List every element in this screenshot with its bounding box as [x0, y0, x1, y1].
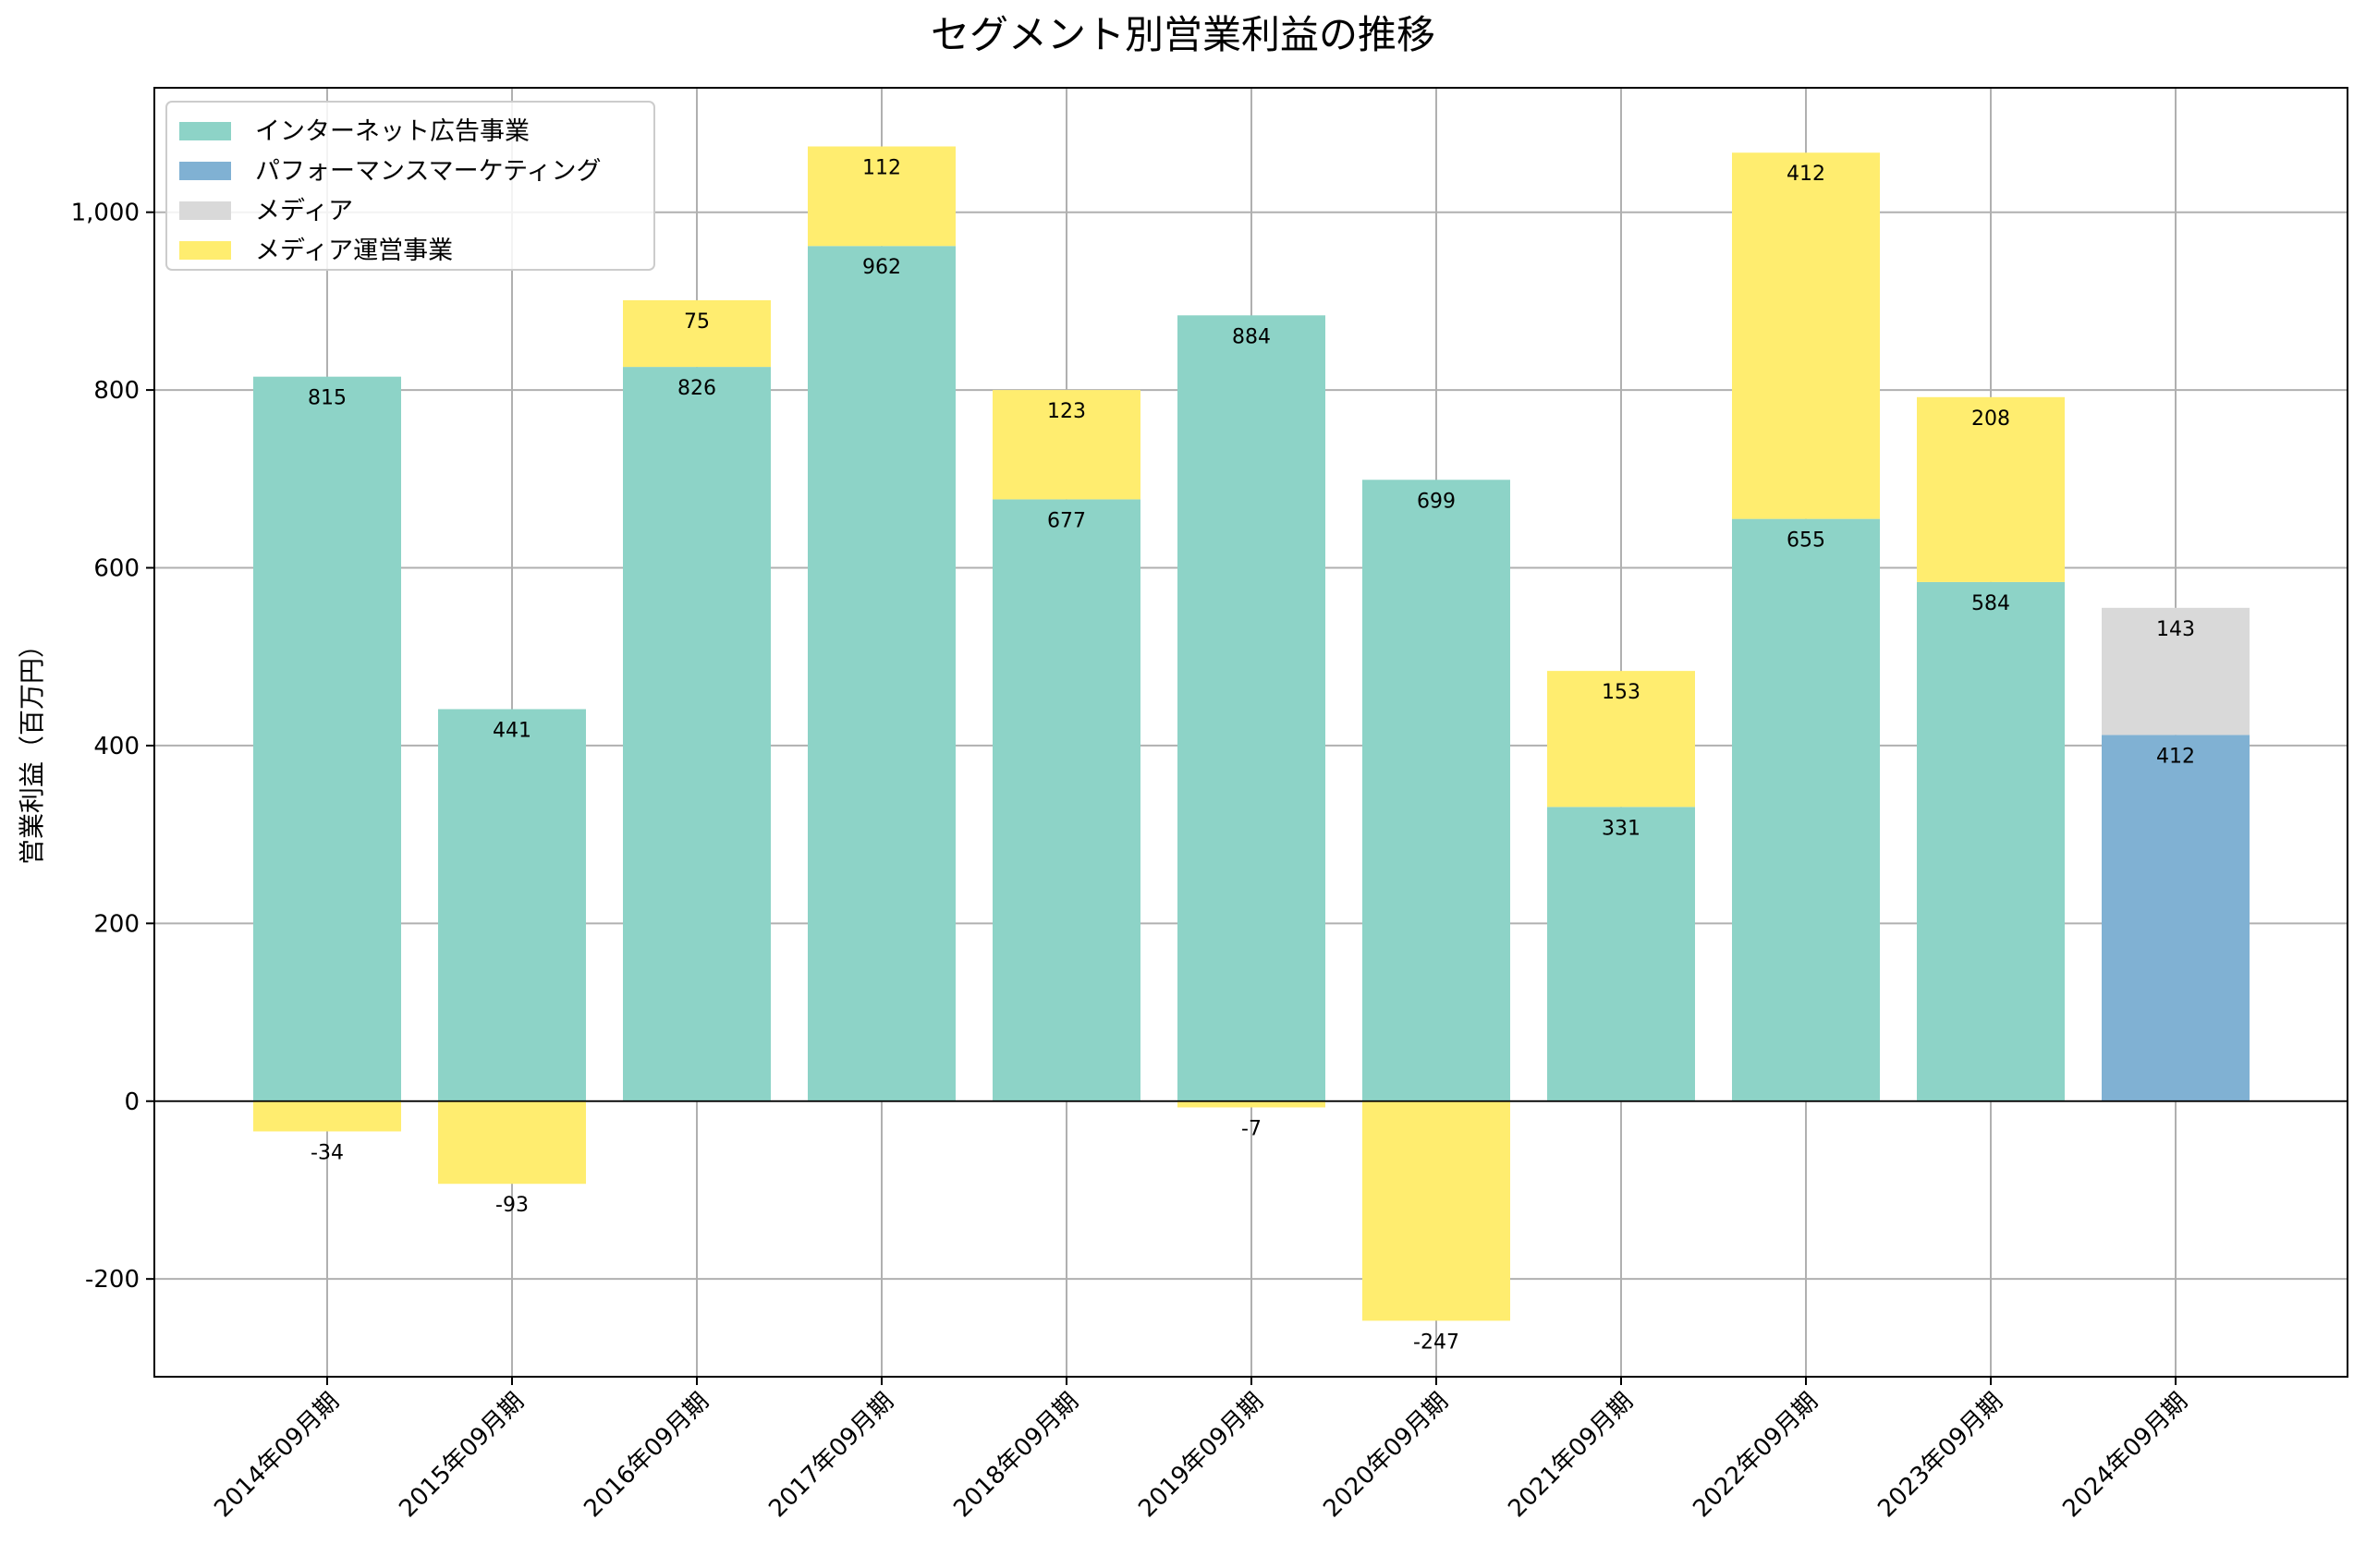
legend-label: メディア — [255, 197, 353, 225]
y-tick-label: 0 — [124, 1088, 140, 1116]
bar-segment — [2102, 607, 2250, 735]
bar-segment — [623, 299, 771, 368]
bar-value-label: 75 — [684, 310, 710, 334]
bar-segment — [1362, 1100, 1510, 1321]
bar-value-label: 123 — [1047, 400, 1086, 423]
bar-segment — [808, 146, 956, 247]
y-tick-label: 600 — [93, 555, 140, 583]
bar-value-label: 584 — [1971, 592, 2010, 615]
bar-value-label: 699 — [1417, 490, 1456, 513]
legend-swatch — [179, 162, 231, 180]
x-tick-label: 2024年09月期 — [2057, 1388, 2193, 1524]
bar-segment — [1177, 315, 1325, 1101]
bar-value-label: 677 — [1047, 509, 1086, 532]
x-tick-label: 2023年09月期 — [1872, 1388, 2008, 1524]
bar-segment — [993, 499, 1140, 1101]
legend-box — [165, 101, 655, 271]
bar-value-label: -93 — [495, 1194, 529, 1217]
y-tick-label: 400 — [93, 733, 140, 760]
bar-segment — [438, 1100, 586, 1185]
bars — [253, 146, 2250, 1321]
bar-value-label: -34 — [311, 1141, 344, 1164]
bar-segment — [623, 367, 771, 1101]
y-tick-label: 200 — [93, 910, 140, 938]
x-tick-label: 2015年09月期 — [394, 1388, 530, 1524]
bar-value-label: 441 — [493, 719, 531, 742]
bar-value-label: 815 — [308, 387, 347, 410]
legend-label: パフォーマンスマーケティング — [255, 157, 602, 186]
bar-labels: 815 441 826 962 677 884 699 331 655 584 412 143 -34 -… — [308, 156, 2195, 1354]
bar-segment — [1732, 152, 1880, 519]
y-tick-label: 800 — [93, 377, 140, 405]
bar-value-label: 208 — [1971, 407, 2010, 431]
bar-segment — [253, 376, 401, 1101]
bar-segment — [2102, 735, 2250, 1101]
x-tick-label: 2019年09月期 — [1133, 1388, 1269, 1524]
bar-value-label: 826 — [677, 377, 716, 400]
bar-segment — [1547, 807, 1695, 1101]
bar-segment — [438, 709, 586, 1101]
x-tick-label: 2018年09月期 — [948, 1388, 1084, 1524]
legend-label: インターネット広告事業 — [255, 117, 530, 146]
bar-segment — [1917, 396, 2065, 582]
x-tick-label: 2020年09月期 — [1318, 1388, 1454, 1524]
bar-value-label: 962 — [862, 256, 901, 279]
bar-segment — [1917, 581, 2065, 1101]
chart-title: セグメント別営業利益の推移 — [931, 12, 1435, 57]
bar-value-label: 412 — [2156, 745, 2195, 768]
bar-segment — [1362, 480, 1510, 1101]
bar-value-label: 655 — [1787, 529, 1825, 553]
x-tick-label: 2022年09月期 — [1688, 1388, 1823, 1524]
legend-swatch — [179, 201, 231, 220]
bar-segment — [1547, 671, 1695, 808]
legend-label: メディア運営事業 — [255, 237, 453, 265]
legend-swatch — [179, 122, 231, 140]
x-tick-label: 2021年09月期 — [1503, 1388, 1639, 1524]
bar-value-label: 884 — [1232, 325, 1271, 348]
bar-segment — [1177, 1100, 1325, 1108]
bar-value-label: -247 — [1413, 1331, 1459, 1354]
legend-swatch — [179, 241, 231, 260]
bar-segment — [1732, 518, 1880, 1101]
y-tick-label: -200 — [85, 1266, 140, 1294]
x-tick-label: 2017年09月期 — [763, 1388, 899, 1524]
x-tick-label: 2016年09月期 — [579, 1388, 714, 1524]
bar-value-label: 153 — [1602, 681, 1640, 704]
y-axis-label: 営業利益（百万円） — [17, 632, 47, 865]
bar-value-label: 412 — [1787, 163, 1825, 186]
x-tick-label: 2014年09月期 — [209, 1388, 345, 1524]
bar-value-label: -7 — [1241, 1117, 1262, 1140]
bar-segment — [808, 246, 956, 1101]
bar-segment — [253, 1100, 401, 1132]
y-tick-label: 1,000 — [71, 200, 140, 227]
bar-value-label: 112 — [862, 156, 901, 179]
bar-value-label: 331 — [1602, 817, 1640, 840]
bar-value-label: 143 — [2156, 618, 2195, 641]
bar-segment — [993, 390, 1140, 500]
